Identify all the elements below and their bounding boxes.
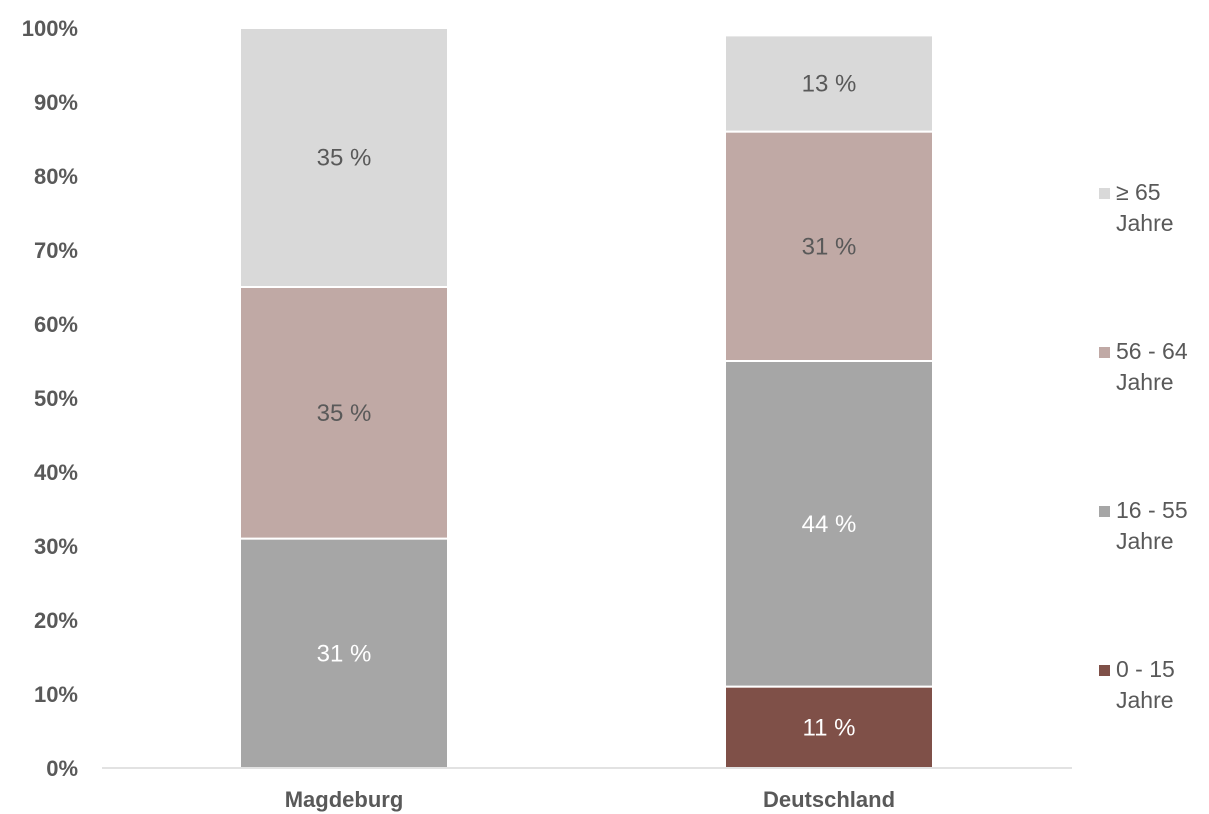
legend-entry: ≥ 65 Jahre <box>1099 179 1174 236</box>
bar-segment <box>239 537 449 769</box>
y-tick-label: 40% <box>34 460 78 485</box>
y-tick-label: 80% <box>34 164 78 189</box>
legend-label-unit: Jahre <box>1116 687 1174 713</box>
data-label: 13 % <box>802 71 857 98</box>
y-axis: 0% 10% 20% 30% 40% 50% 60% 70% 80% 90% 100% <box>22 16 78 781</box>
data-labels: 31 % 35 % 35 % 11 % 44 % 31 % 13 % <box>317 71 857 742</box>
legend-label-unit: Jahre <box>1116 210 1174 236</box>
legend-entry: 16 - 55 Jahre <box>1099 497 1188 554</box>
y-tick-label: 0% <box>46 756 78 781</box>
legend-entry: 0 - 15 Jahre <box>1099 656 1175 713</box>
legend-label-unit: Jahre <box>1116 369 1174 395</box>
data-label: 44 % <box>802 511 857 538</box>
bar-segment <box>724 685 934 769</box>
legend-swatch <box>1099 347 1110 358</box>
legend-label: ≥ 65 <box>1116 179 1161 205</box>
data-label: 31 % <box>317 640 372 667</box>
bar-segment <box>724 34 934 133</box>
y-tick-label: 20% <box>34 608 78 633</box>
legend-label: 56 - 64 <box>1116 338 1188 364</box>
legend-entry: 56 - 64 Jahre <box>1099 338 1188 395</box>
y-tick-label: 10% <box>34 682 78 707</box>
y-tick-label: 60% <box>34 312 78 337</box>
y-tick-label: 90% <box>34 90 78 115</box>
legend-swatch <box>1099 665 1110 676</box>
data-label: 35 % <box>317 145 372 172</box>
data-label: 31 % <box>802 233 857 260</box>
y-tick-label: 100% <box>22 16 78 41</box>
x-axis: Magdeburg Deutschland <box>285 787 895 812</box>
bar-segment <box>239 27 449 288</box>
legend-label-unit: Jahre <box>1116 528 1174 554</box>
bar-segment <box>239 286 449 540</box>
data-label: 11 % <box>803 714 856 741</box>
bar-segment <box>724 360 934 688</box>
category-label: Deutschland <box>763 787 895 812</box>
legend-label: 0 - 15 <box>1116 656 1175 682</box>
y-tick-label: 70% <box>34 238 78 263</box>
legend-label: 16 - 55 <box>1116 497 1188 523</box>
legend: ≥ 65 Jahre 56 - 64 Jahre 16 - 55 Jahre 0 - 15 J… <box>1099 179 1188 713</box>
category-label: Magdeburg <box>285 787 404 812</box>
y-tick-label: 50% <box>34 386 78 411</box>
bar-segment <box>724 130 934 362</box>
y-tick-label: 30% <box>34 534 78 559</box>
data-label: 35 % <box>317 400 372 427</box>
legend-swatch <box>1099 506 1110 517</box>
legend-swatch <box>1099 188 1110 199</box>
bars <box>239 27 934 769</box>
